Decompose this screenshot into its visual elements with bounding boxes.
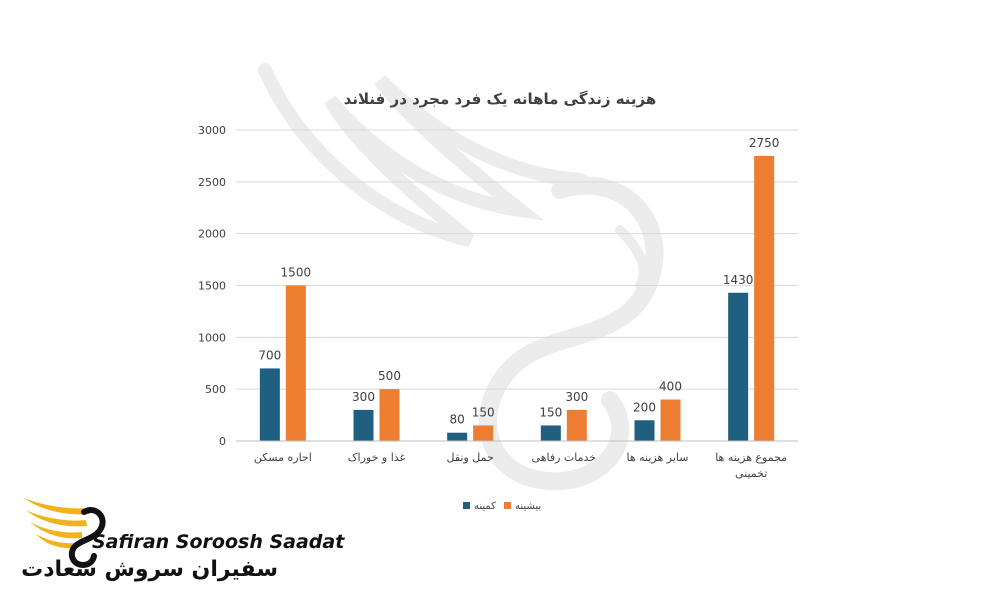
data-label: 80 [450,413,465,427]
bar-min [353,409,374,441]
legend: کمینه بیشینه [463,501,541,512]
y-tick-label: 0 [219,435,226,448]
legend-swatch-max [504,502,511,509]
bar-min [634,420,655,441]
logo-name-fa: سفیران سروش سعادت [21,557,278,582]
phoenix-logo-icon [24,498,106,568]
x-category-label: اجاره مسکن [254,451,312,464]
bar-max [285,285,306,441]
x-category-label: مجموع هزینه ها [715,451,787,464]
legend-label-min: کمینه [474,501,496,512]
bar-max [473,425,494,441]
data-label: 300 [352,390,375,404]
data-label: 150 [472,405,495,419]
y-tick-label: 2000 [198,228,226,241]
data-label: 300 [565,390,588,404]
bar-min [540,425,561,441]
data-label: 1500 [281,266,312,280]
bar-min [447,432,468,441]
company-logo: Safiran Soroosh Saadat سفیران سروش سعادت [21,498,345,582]
data-label: 200 [633,400,656,414]
x-category-label: غذا و خوراک [348,451,406,464]
bar-max [660,399,681,441]
x-category-label: تخمینی [735,467,767,480]
x-category-label: سایر هزینه ها [627,451,689,464]
phoenix-watermark-icon [258,63,664,491]
bar-max [566,409,587,441]
y-tick-label: 1000 [198,331,226,344]
data-label: 150 [539,405,562,419]
y-tick-label: 3000 [198,124,226,137]
y-tick-label: 2500 [198,176,226,189]
bar-min [728,292,749,441]
logo-name-en: Safiran Soroosh Saadat [92,531,345,553]
chart-title: هزینه زندگی ماهانه یک فرد مجرد در فنلاند [344,90,657,108]
y-tick-label: 1500 [198,280,226,293]
x-category-label: حمل ونقل [447,451,494,464]
x-axis-categories: اجاره مسکن غذا و خوراک حمل ونقل خدمات رفاهی… [254,451,787,480]
legend-swatch-min [463,502,470,509]
data-label: 700 [258,348,281,362]
legend-label-max: بیشینه [515,501,541,512]
bar-max [754,155,775,441]
bar-max [379,389,400,441]
data-label: 500 [378,369,401,383]
y-tick-label: 500 [205,383,226,396]
x-category-label: خدمات رفاهی [532,451,597,464]
bars [259,155,775,441]
data-label: 2750 [749,136,780,150]
y-axis-ticks: 0 500 1000 1500 2000 2500 3000 [198,124,226,448]
bar-min [259,368,280,441]
gridlines [236,129,798,390]
data-label: 1430 [723,273,754,287]
data-label: 400 [659,380,682,394]
